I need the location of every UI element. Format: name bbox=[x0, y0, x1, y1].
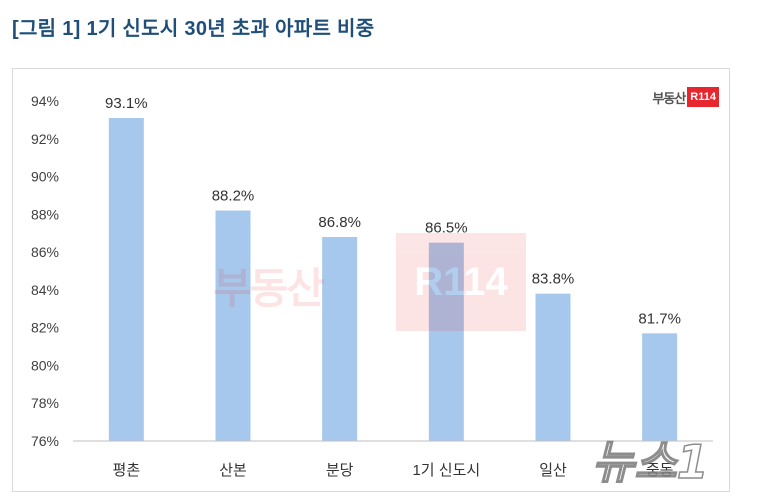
bar bbox=[428, 242, 464, 441]
y-tick-label: 92% bbox=[31, 131, 59, 147]
r114-logo: 부동산 R114 bbox=[652, 87, 719, 107]
data-label: 93.1% bbox=[105, 95, 148, 112]
y-tick-label: 80% bbox=[31, 357, 59, 373]
x-tick-label: 1기 신도시 bbox=[412, 462, 480, 479]
y-tick-label: 88% bbox=[31, 206, 59, 222]
data-label: 83.8% bbox=[532, 271, 575, 288]
chart-title: [그림 1] 1기 신도시 30년 초과 아파트 비중 bbox=[12, 18, 375, 40]
chart-area: 76% 78% 80% 82% 84% 86% 88% 90% 92% 94% 93.1% 평촌 88.… bbox=[12, 68, 730, 492]
y-tick-label: 84% bbox=[31, 282, 59, 298]
data-label: 88.2% bbox=[212, 188, 255, 205]
logo-badge: R114 bbox=[687, 87, 719, 107]
bar bbox=[535, 293, 571, 441]
data-label: 86.8% bbox=[318, 214, 361, 231]
y-tick-label: 78% bbox=[31, 395, 59, 411]
x-tick-label: 산본 bbox=[219, 462, 247, 479]
x-tick-label: 일산 bbox=[539, 462, 567, 479]
x-tick-label: 평촌 bbox=[113, 462, 141, 479]
logo-text: 부동산 bbox=[652, 90, 686, 106]
bar bbox=[322, 237, 358, 441]
y-tick-label: 82% bbox=[31, 320, 59, 336]
data-label: 81.7% bbox=[638, 310, 681, 327]
bar bbox=[642, 333, 678, 441]
bar bbox=[108, 118, 144, 441]
data-label: 86.5% bbox=[425, 220, 468, 237]
bar-chart: 76% 78% 80% 82% 84% 86% 88% 90% 92% 94% 93.1% 평촌 88.… bbox=[31, 93, 713, 479]
y-tick-label: 94% bbox=[31, 93, 59, 109]
bar bbox=[215, 210, 251, 441]
x-tick-label: 분당 bbox=[326, 462, 354, 479]
x-tick-label: 중동 bbox=[646, 462, 674, 479]
y-tick-label: 76% bbox=[31, 433, 59, 449]
y-tick-label: 90% bbox=[31, 169, 59, 185]
y-tick-label: 86% bbox=[31, 244, 59, 260]
